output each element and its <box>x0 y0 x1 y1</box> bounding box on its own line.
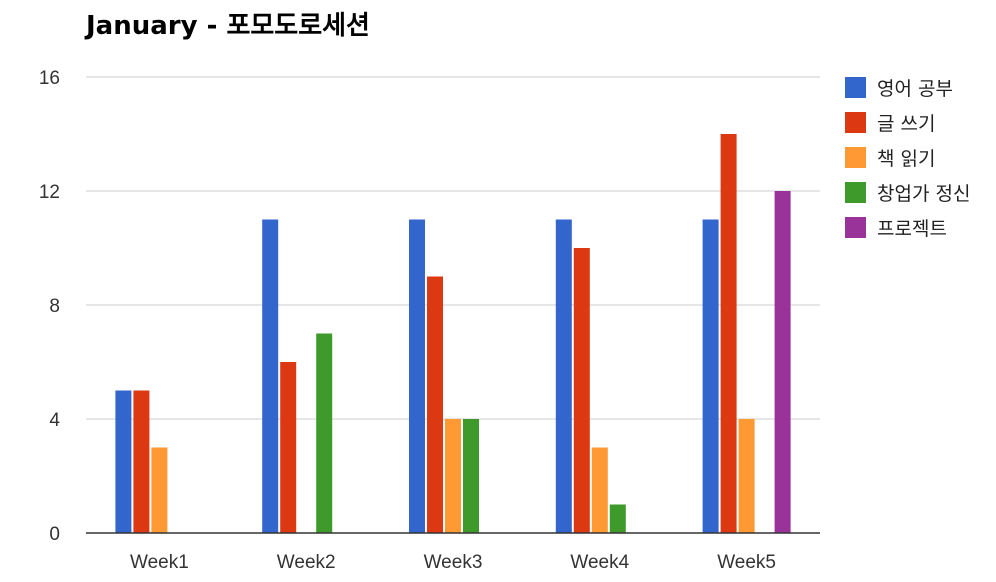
x-tick-label: Week3 <box>424 552 483 573</box>
bar <box>609 504 626 533</box>
bar <box>427 276 443 533</box>
bar <box>573 248 590 533</box>
bar <box>151 447 168 533</box>
bar <box>280 362 297 533</box>
legend-swatch <box>845 217 866 238</box>
legend-swatch <box>845 77 866 98</box>
legend-label: 책 읽기 <box>877 148 935 170</box>
y-tick-label: 8 <box>49 296 60 317</box>
y-axis-ticks: 0 4 8 12 16 <box>39 68 61 545</box>
bar <box>738 419 755 533</box>
bar <box>591 447 608 533</box>
bar <box>262 219 279 533</box>
x-tick-label: Week5 <box>717 552 776 573</box>
chart-title: January - 포모도로세션 <box>84 11 370 41</box>
y-tick-label: 4 <box>49 410 60 431</box>
y-tick-label: 16 <box>39 68 60 89</box>
legend-label: 창업가 정신 <box>877 183 970 205</box>
bar <box>409 219 425 533</box>
legend-swatch <box>845 182 866 203</box>
bar <box>316 333 333 533</box>
y-tick-label: 0 <box>49 524 60 545</box>
bar <box>774 191 791 533</box>
x-tick-label: Week2 <box>277 552 336 573</box>
legend-swatch <box>845 112 866 133</box>
bar <box>133 390 150 533</box>
x-tick-label: Week1 <box>130 552 189 573</box>
bar <box>555 219 572 533</box>
y-tick-label: 12 <box>39 182 60 203</box>
legend-label: 글 쓰기 <box>877 113 935 135</box>
x-axis-ticks: Week1 Week2 Week3 Week4 Week5 <box>130 552 776 573</box>
legend-swatch <box>845 147 866 168</box>
legend-label: 영어 공부 <box>877 78 953 100</box>
bars <box>115 134 791 533</box>
legend-label: 프로젝트 <box>877 218 947 240</box>
bar <box>445 419 461 533</box>
bar <box>702 219 719 533</box>
bar <box>115 390 132 533</box>
bar <box>720 134 737 533</box>
x-tick-label: Week4 <box>570 552 629 573</box>
bar <box>463 419 479 533</box>
